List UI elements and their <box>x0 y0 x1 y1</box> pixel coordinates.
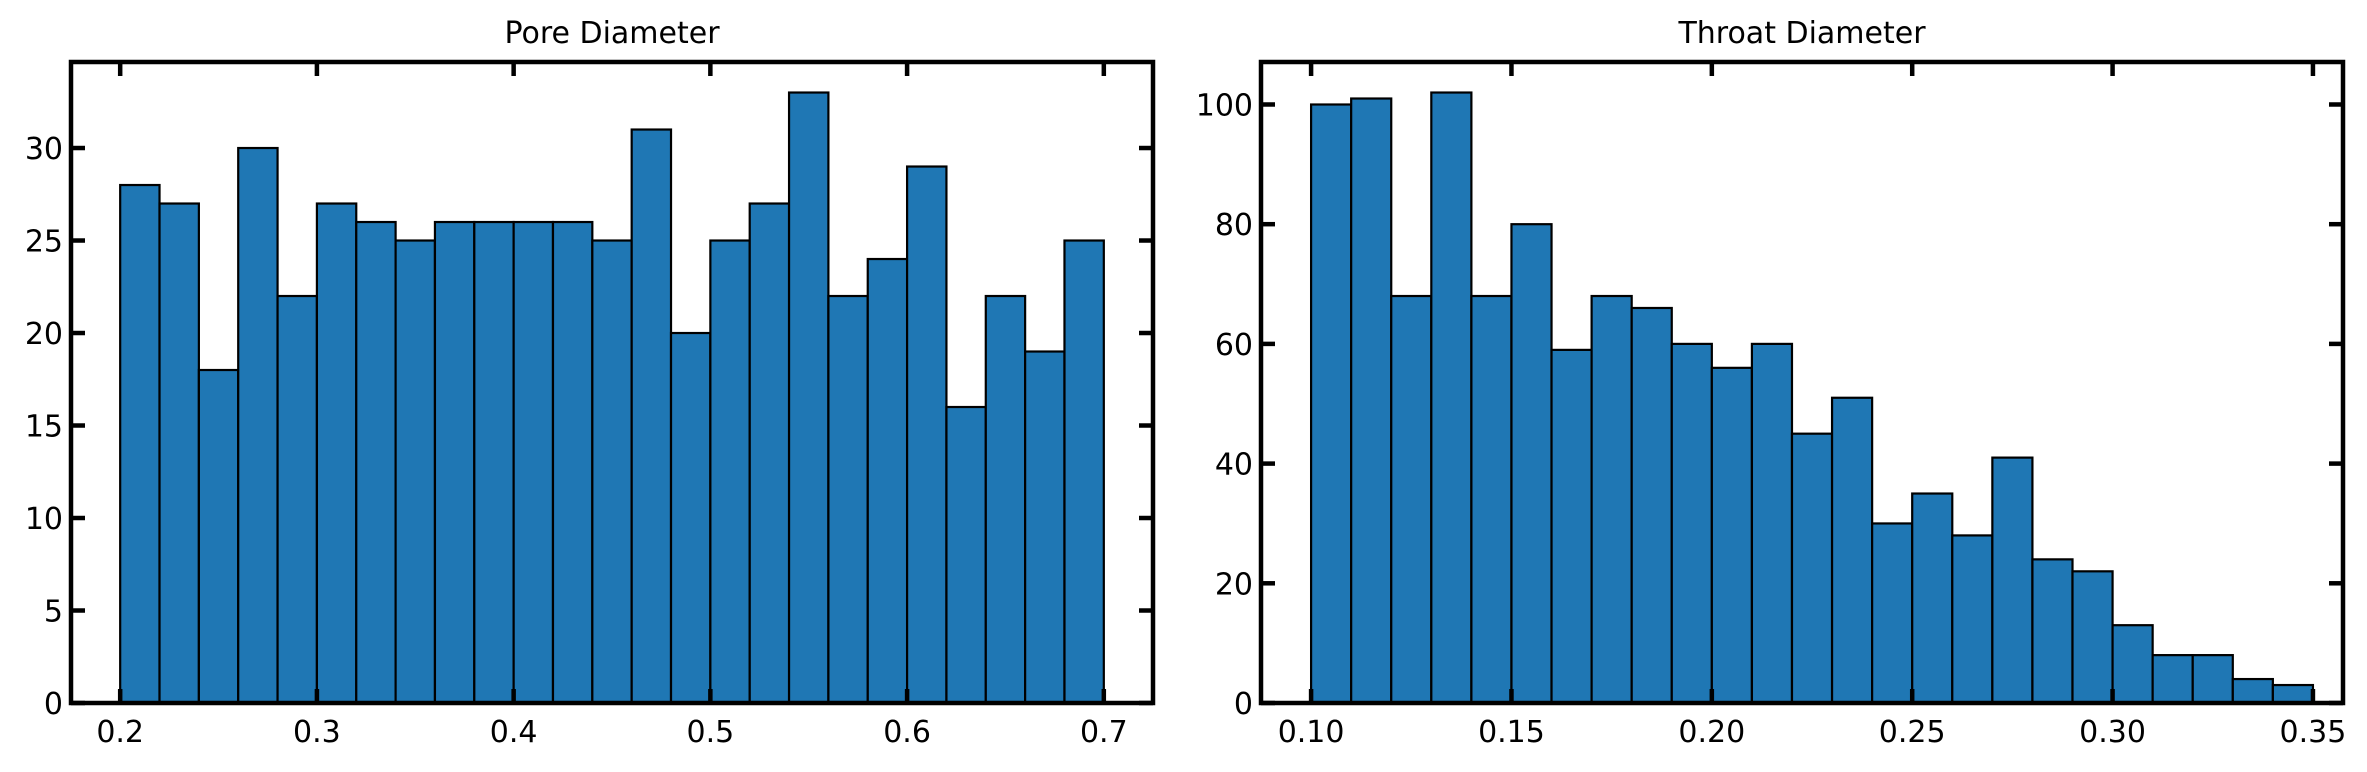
ticks: 0.10 0.15 0.20 0.25 0.30 0.35 0 20 40 60 80 100 <box>1196 62 2347 750</box>
x-tick-label: 0.20 <box>1678 715 1745 750</box>
x-tick-label: 0.30 <box>2079 715 2146 750</box>
histogram-bar <box>158 202 200 705</box>
histogram-bar <box>1830 396 1874 705</box>
histogram-bar <box>1430 91 1473 705</box>
x-tick-label: 0.25 <box>1879 715 1946 750</box>
axes-frame <box>1258 59 2346 706</box>
histogram-bar <box>748 202 791 705</box>
histogram-bar <box>1790 432 1834 705</box>
throat-diameter-panel: Throat Diameter 0.10 0.15 0.20 0.25 0.30 0.35… <box>1196 16 2347 750</box>
histogram-bar <box>433 220 476 705</box>
histogram-bar <box>1710 366 1754 705</box>
x-tick-label: 0.6 <box>883 715 931 750</box>
y-tick-label: 20 <box>25 317 63 352</box>
histogram-bar <box>2151 654 2194 705</box>
y-tick-label: 30 <box>25 132 63 167</box>
pore-diameter-panel: Pore Diameter 0.2 0.3 0.4 0.5 0.6 0.7 0 5 10 15 20… <box>25 16 1156 750</box>
histogram-bar <box>1470 294 1513 705</box>
x-tick-label: 0.4 <box>490 715 538 750</box>
axes-frame <box>68 59 1156 706</box>
histogram-bar <box>827 294 869 705</box>
y-tick-label: 100 <box>1196 88 1253 123</box>
x-tick-label: 0.5 <box>687 715 735 750</box>
histogram-bar <box>512 220 555 705</box>
y-tick-label: 40 <box>1215 448 1253 483</box>
histogram-bar <box>315 202 358 705</box>
x-tick-label: 0.15 <box>1478 715 1545 750</box>
y-tick-label: 5 <box>44 595 63 630</box>
histogram-bar <box>1670 342 1713 705</box>
histogram-bar <box>1750 342 1794 705</box>
x-tick-label: 0.2 <box>96 715 144 750</box>
histogram-bar <box>1871 522 1914 705</box>
histogram-bar <box>1350 97 1393 705</box>
y-tick-label: 20 <box>1215 567 1253 602</box>
histogram-bar <box>197 368 240 705</box>
histogram-bar <box>1590 294 1633 705</box>
histogram-bar <box>2071 570 2114 705</box>
histogram-bar <box>1510 223 1553 705</box>
histogram-bar <box>905 165 948 705</box>
histogram-bar <box>945 405 987 705</box>
x-tick-label: 0.7 <box>1080 715 1128 750</box>
histogram-bar <box>1911 492 1954 705</box>
histogram-bar <box>355 220 397 705</box>
y-tick-label: 10 <box>25 502 63 537</box>
histogram-bar <box>1630 306 1673 705</box>
histogram-bar <box>1390 294 1433 705</box>
histogram-bar <box>1309 103 1353 705</box>
histogram-bar <box>1063 239 1105 705</box>
y-tick-label: 80 <box>1215 208 1253 243</box>
histogram-bar <box>1550 348 1593 705</box>
chart-title: Throat Diameter <box>1677 16 1926 51</box>
y-tick-label: 0 <box>44 687 63 722</box>
histogram-bar <box>276 294 319 705</box>
y-tick-label: 0 <box>1234 687 1253 722</box>
histogram-bar <box>2111 624 2154 705</box>
y-tick-label: 25 <box>25 225 63 260</box>
histogram-bar <box>866 257 909 705</box>
histogram-bar <box>237 146 279 705</box>
histogram-bar <box>669 331 712 705</box>
x-tick-label: 0.10 <box>1278 715 1345 750</box>
histogram-bar <box>1951 534 1994 705</box>
histogram-bar <box>709 239 751 705</box>
y-tick-label: 60 <box>1215 328 1253 363</box>
histogram-bar <box>2271 683 2315 705</box>
chart-title: Pore Diameter <box>504 16 720 51</box>
x-tick-label: 0.3 <box>293 715 341 750</box>
histogram-bar <box>1991 456 2034 705</box>
y-tick-label: 15 <box>25 410 63 445</box>
histogram-bar <box>787 91 830 705</box>
histogram-bar <box>551 220 594 705</box>
histogram-bar <box>630 128 673 705</box>
histogram-bar <box>2031 558 2074 705</box>
histogram-bar <box>2191 654 2234 705</box>
histogram-bar <box>473 220 515 705</box>
histogram-bar <box>119 183 161 705</box>
histogram-bar <box>984 294 1027 705</box>
histogram-bar <box>2231 677 2274 705</box>
histogram-bar <box>1024 350 1066 705</box>
histogram-bar <box>591 239 633 705</box>
ticks: 0.2 0.3 0.4 0.5 0.6 0.7 0 5 10 15 20 25 30 <box>25 62 1153 750</box>
bars <box>119 91 1105 705</box>
x-tick-label: 0.35 <box>2280 715 2347 750</box>
bars <box>1309 91 2315 705</box>
histogram-bar <box>394 239 437 705</box>
